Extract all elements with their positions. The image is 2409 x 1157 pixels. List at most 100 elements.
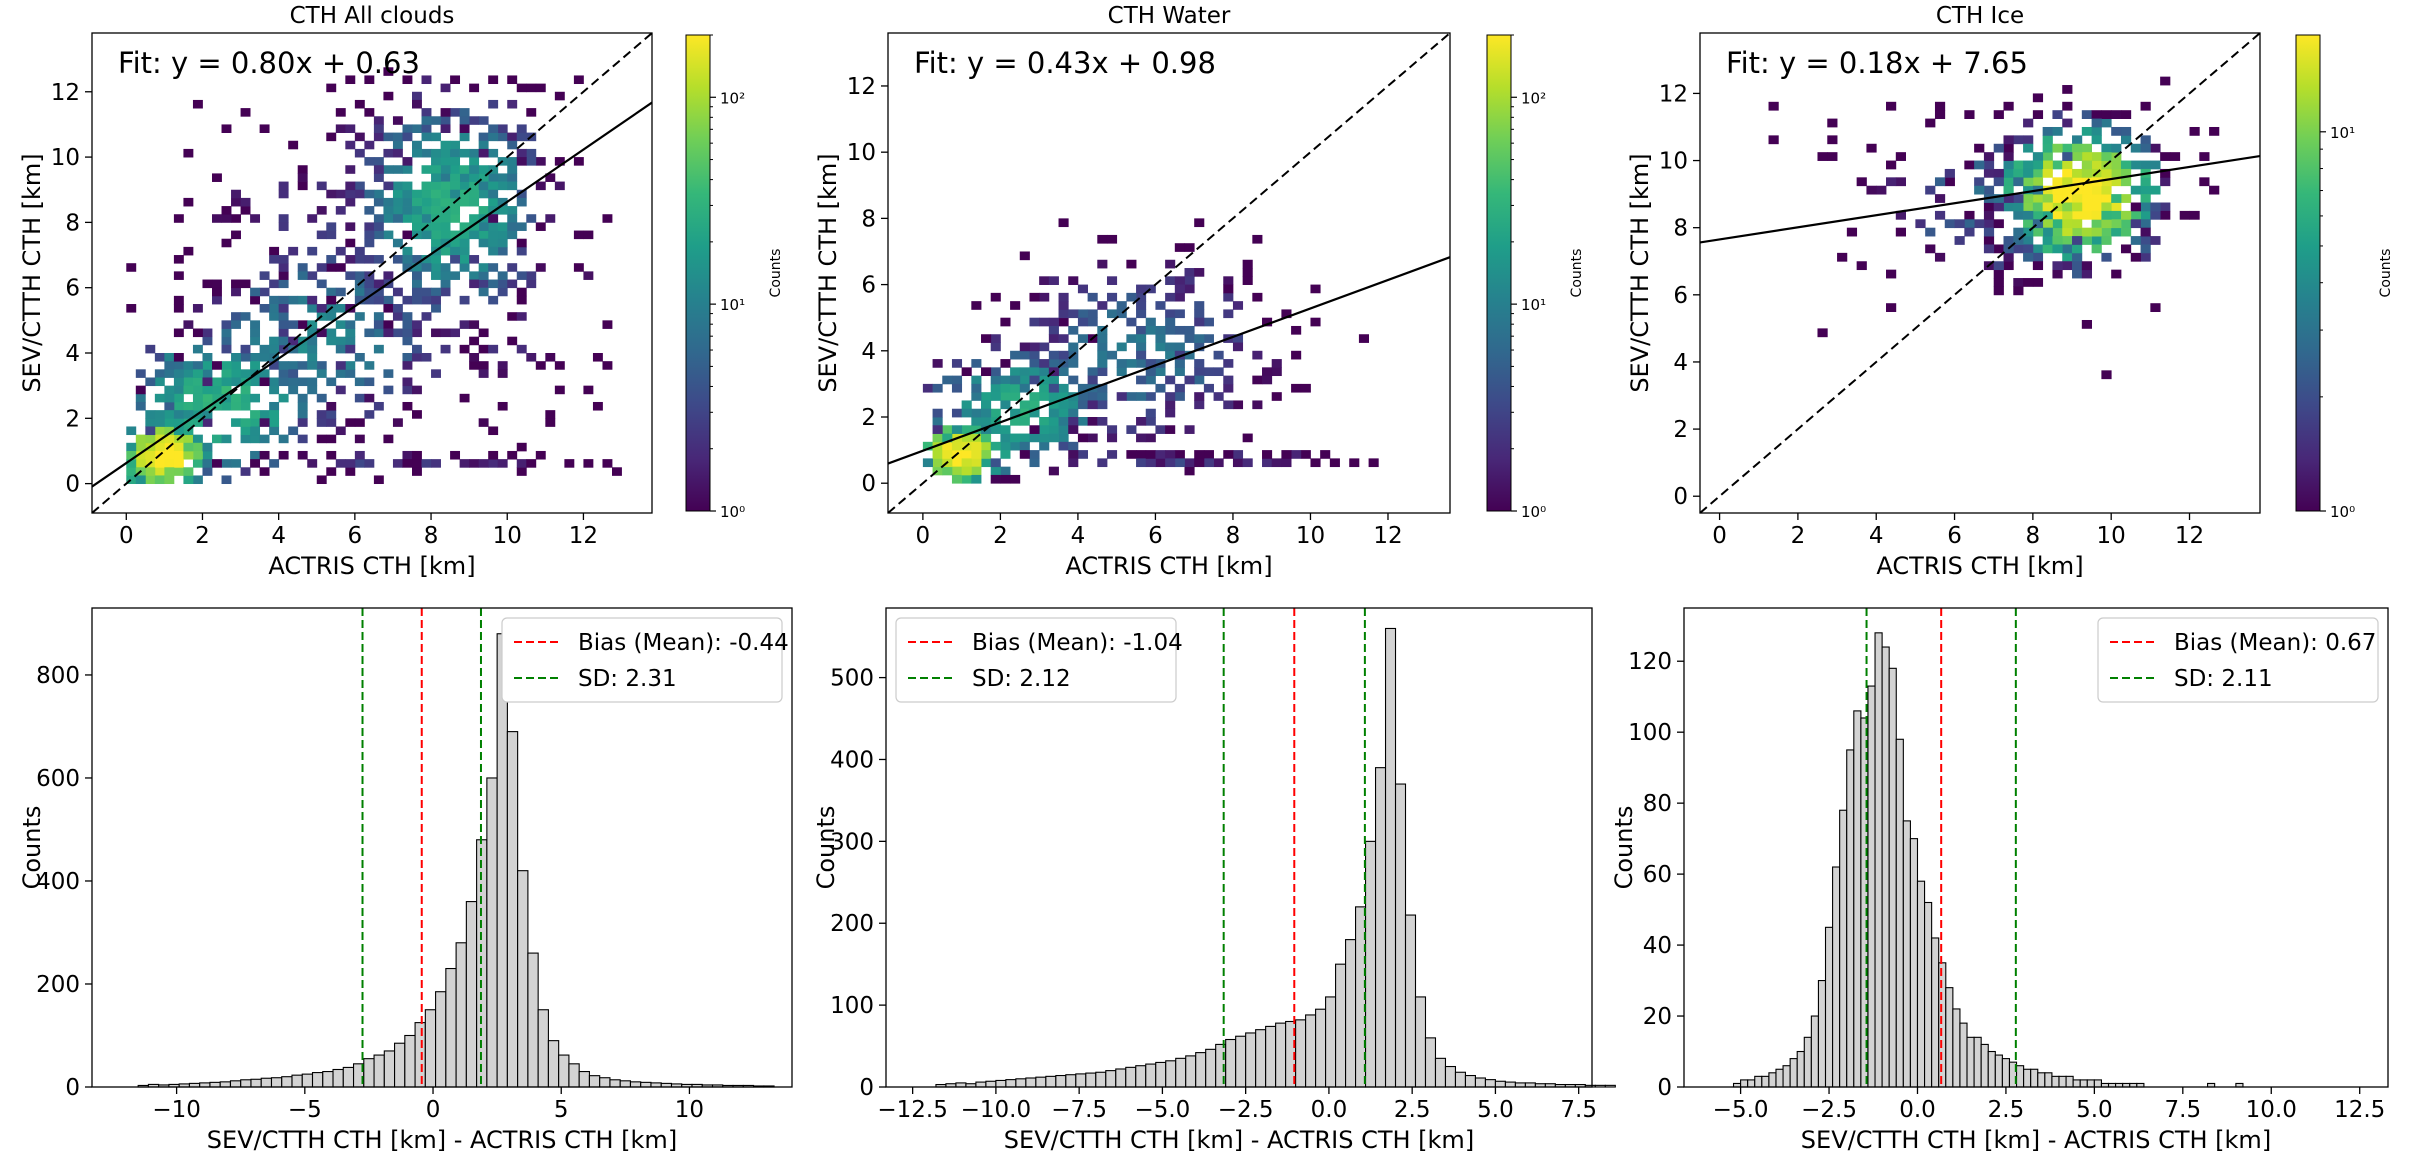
heatmap-cell: [469, 459, 480, 468]
colorbar-tick-label: 10⁰: [2330, 503, 2355, 521]
heatmap-cell: [526, 353, 537, 362]
heatmap-cell: [1048, 425, 1059, 434]
heatmap-cell: [2023, 135, 2034, 145]
heatmap-cell: [316, 418, 327, 427]
heatmap-cell: [459, 116, 470, 125]
histogram-bar: [2065, 1075, 2074, 1088]
histogram-bar: [1424, 1037, 1437, 1088]
heatmap-cell: [364, 377, 375, 387]
heatmap-cell: [221, 328, 232, 338]
heatmap-cell: [412, 459, 422, 468]
heatmap-cell: [2062, 185, 2073, 195]
heatmap-cell: [412, 140, 422, 150]
heatmap-cell: [1223, 284, 1234, 294]
heatmap-cell: [459, 181, 470, 191]
heatmap-cell: [1329, 458, 1340, 468]
heatmap-cell: [1000, 392, 1011, 401]
heatmap-cell: [1174, 309, 1185, 319]
heatmap-cell: [326, 312, 337, 321]
heatmap-cell: [345, 344, 356, 354]
histogram-bar: [1817, 980, 1827, 1088]
heatmap-cell: [431, 369, 441, 378]
heatmap-cell: [1048, 383, 1059, 393]
heatmap-cell: [2120, 177, 2132, 187]
heatmap-cell: [278, 295, 289, 305]
y-axis-label: Counts: [1610, 806, 1638, 890]
histogram-bar: [250, 1078, 262, 1088]
heatmap-cell: [469, 116, 480, 125]
heatmap-cell: [2091, 126, 2102, 136]
histogram-bar: [270, 1077, 283, 1088]
heatmap-cell: [1827, 135, 1838, 145]
y-axis-label: Counts: [18, 806, 46, 890]
heatmap-cell: [373, 132, 384, 142]
histogram-bar: [2023, 1068, 2032, 1088]
histogram-bar: [609, 1079, 621, 1088]
histogram-bar: [394, 1042, 406, 1088]
heatmap-cell: [1010, 433, 1021, 443]
heatmap-cell: [278, 271, 289, 280]
heatmap-cell: [1126, 450, 1137, 459]
heatmap-cell: [412, 279, 422, 289]
heatmap-cell: [2003, 143, 2014, 153]
histogram-bar: [629, 1081, 642, 1088]
heatmap-cell: [259, 271, 270, 280]
heatmap-cell: [478, 344, 489, 354]
heatmap-cell: [1058, 334, 1069, 343]
heatmap-cell: [240, 312, 251, 321]
fit-equation: Fit: y = 0.18x + 7.65: [1726, 46, 2028, 80]
histogram-bar: [322, 1070, 334, 1088]
heatmap-cell: [1262, 375, 1273, 385]
heatmap-cell: [288, 385, 299, 395]
heatmap-cell: [459, 148, 470, 158]
heatmap-cell: [459, 108, 470, 117]
heatmap-cell: [1145, 392, 1156, 401]
heatmap-cell: [2052, 126, 2063, 136]
heatmap-cell: [497, 361, 508, 370]
heatmap-cell: [1983, 152, 1995, 161]
heatmap-cell: [488, 450, 499, 460]
heatmap-cell: [383, 295, 394, 305]
colorbar-tick-label: 10²: [720, 89, 745, 107]
colorbar-tick-label: 10¹: [2330, 124, 2355, 142]
heatmap-cell: [202, 442, 213, 452]
heatmap-cell: [373, 475, 384, 485]
heatmap-cell: [961, 474, 972, 484]
histogram-bar: [363, 1058, 375, 1088]
histogram-bar: [1325, 996, 1337, 1088]
heatmap-cell: [961, 367, 972, 377]
heatmap-cell: [459, 222, 470, 231]
heatmap-cell: [2130, 219, 2141, 229]
heatmap-cell: [440, 165, 451, 174]
heatmap-cell: [326, 222, 337, 231]
heatmap-cell: [1010, 417, 1021, 426]
heatmap-cell: [516, 83, 527, 93]
heatmap-cell: [1048, 276, 1059, 285]
heatmap-cell: [602, 459, 613, 468]
heatmap-cell: [2032, 110, 2044, 119]
heatmap-cell: [145, 450, 156, 460]
heatmap-cell: [1983, 210, 1995, 220]
heatmap-cell: [278, 279, 289, 289]
y-tick-label: 4: [861, 339, 876, 365]
heatmap-cell: [1993, 202, 2004, 212]
histogram-bar: [1916, 880, 1926, 1088]
heatmap-cell: [421, 214, 432, 223]
heatmap-cell: [164, 475, 175, 485]
heatmap-cell: [354, 450, 365, 460]
heatmap-cell: [1097, 259, 1108, 269]
heatmap-cell: [1136, 284, 1147, 294]
heatmap-cell: [942, 375, 953, 385]
heatmap-cell: [307, 271, 318, 280]
heatmap-cell: [1039, 342, 1050, 352]
heatmap-cell: [1000, 425, 1011, 434]
x-axis-label: ACTRIS CTH [km]: [1065, 552, 1272, 580]
heatmap-cell: [1019, 350, 1030, 360]
heatmap-cell: [2140, 210, 2151, 220]
heatmap-cell: [431, 295, 441, 305]
heatmap-cell: [535, 181, 546, 191]
heatmap-cell: [145, 467, 156, 476]
heatmap-cell: [1136, 334, 1147, 343]
heatmap-cell: [183, 361, 194, 370]
heatmap-cell: [183, 385, 194, 395]
